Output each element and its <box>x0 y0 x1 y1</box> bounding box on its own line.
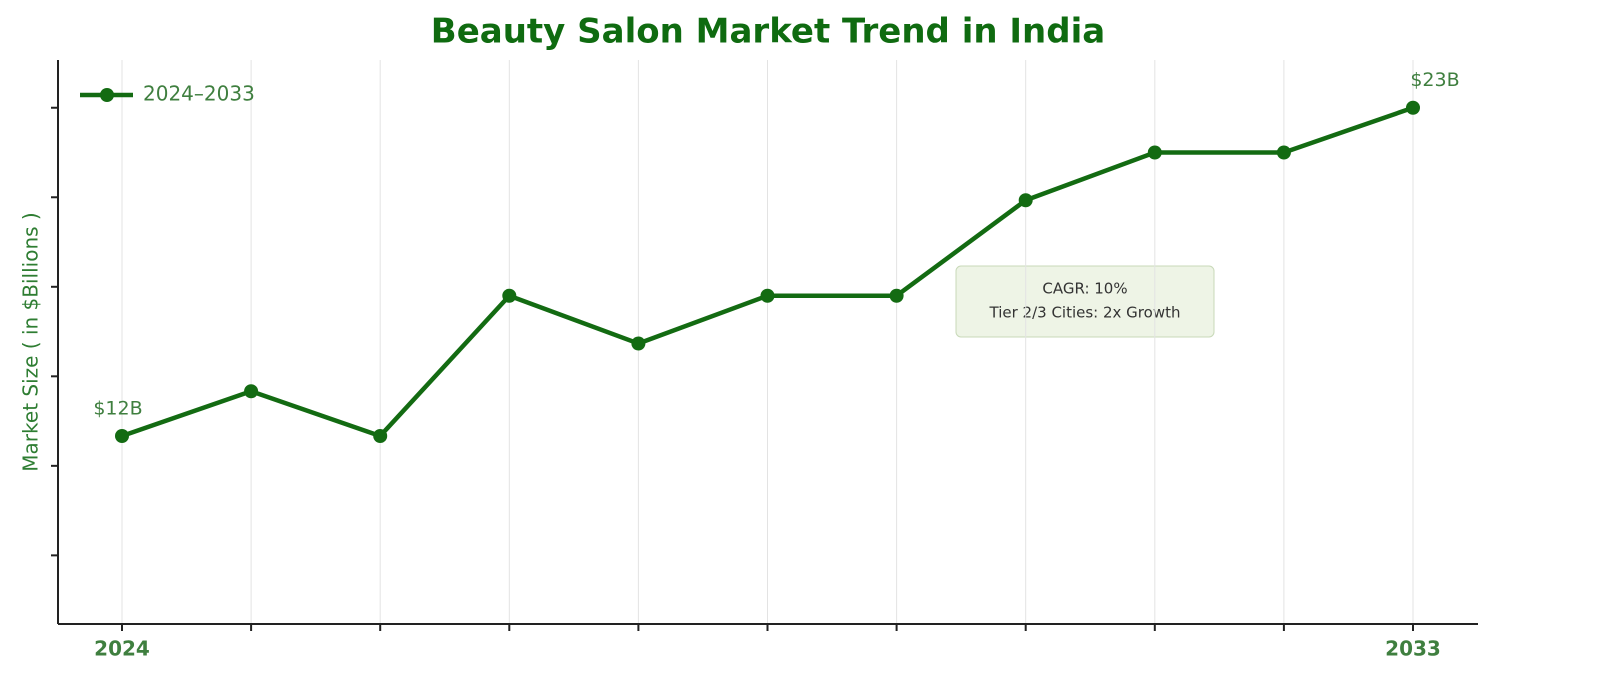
data-point <box>760 288 775 303</box>
data-point <box>244 384 259 399</box>
data-point <box>1276 145 1291 160</box>
annotation: Tier 2/3 Cities: 2x Growth <box>989 304 1181 322</box>
data-point <box>502 288 517 303</box>
data-point <box>631 336 646 351</box>
data-point <box>889 288 904 303</box>
data-point <box>1406 100 1420 115</box>
x-tick-label: 2024 <box>94 637 150 661</box>
data-point <box>373 429 388 443</box>
data-point <box>1018 193 1033 208</box>
data-label: $12B <box>93 398 142 420</box>
data-label: $23B <box>1410 69 1459 91</box>
annotation: CAGR: 10% <box>1042 280 1127 298</box>
legend-marker <box>100 88 114 102</box>
x-tick-label: 2033 <box>1385 637 1441 661</box>
annotation-box <box>955 265 1215 338</box>
legend-label: 2024–2033 <box>143 82 255 106</box>
data-point <box>115 429 129 443</box>
y-axis-label: Market Size ( in $Billions ) <box>19 212 43 471</box>
chart-title: Beauty Salon Market Trend in India <box>431 12 1105 52</box>
data-point <box>1147 145 1162 160</box>
